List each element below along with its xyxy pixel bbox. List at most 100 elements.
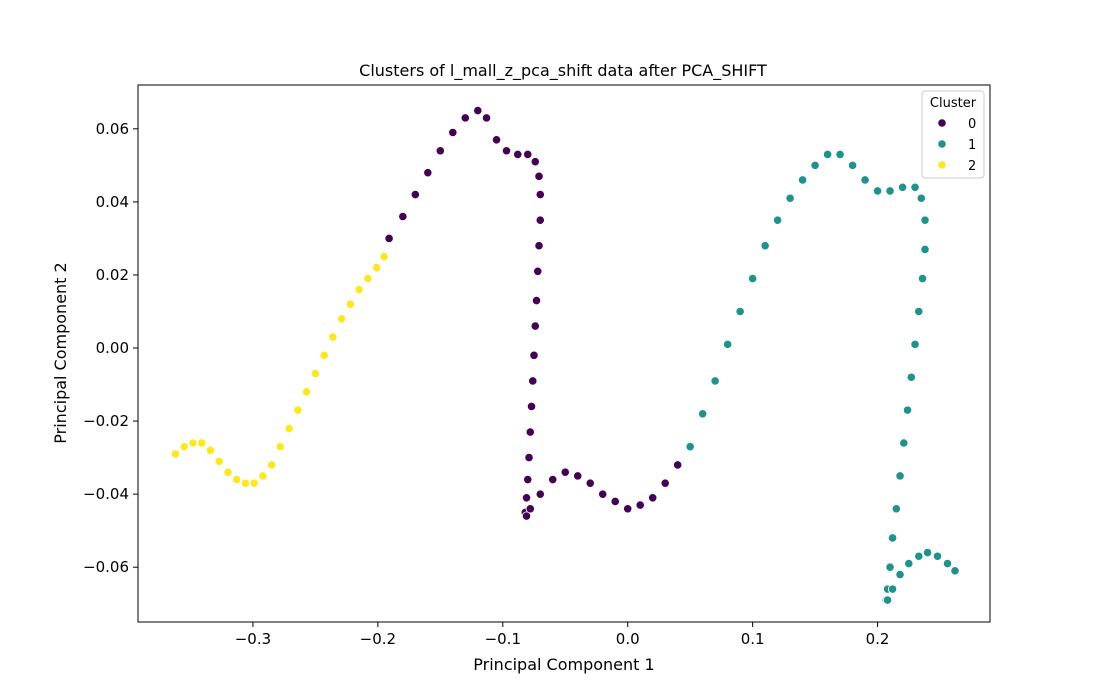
cluster-0-point [423,168,433,178]
cluster-2-point [197,438,207,448]
x-tick-label: 0.1 [741,630,765,648]
cluster-1-point [887,533,898,543]
cluster-0-point [531,295,542,306]
cluster-0-point [530,157,540,167]
cluster-1-point [887,584,898,594]
cluster-0-point [548,474,558,485]
cluster-2-point [249,478,259,488]
cluster-1-point [920,215,930,225]
cluster-0-point [534,171,544,181]
legend-label: 2 [968,159,976,174]
cluster-1-point [723,339,733,349]
y-tick-label: −0.04 [83,485,129,503]
cluster-1-point [914,306,924,317]
y-tick-label: 0.04 [96,193,129,211]
cluster-1-point [897,182,908,192]
cluster-2-point [170,449,181,459]
cluster-0-point [523,474,533,485]
cluster-1-point [822,149,833,160]
cluster-1-point [902,405,913,415]
cluster-0-point [530,321,540,331]
cluster-2-point [275,442,286,452]
legend-box [921,90,985,179]
cluster-1-point [785,193,795,203]
cluster-1-point [910,182,920,192]
cluster-1-point [710,376,720,386]
cluster-2-point [232,474,242,485]
y-axis-label: Principal Component 2 [51,262,70,443]
cluster-1-point [885,562,895,572]
cluster-1-point [885,186,895,196]
cluster-0-point [560,467,570,477]
cluster-1-point [914,551,924,561]
cluster-2-point [310,368,320,379]
cluster-2-point [337,314,347,324]
plot-frame [137,84,991,623]
cluster-0-point [523,149,533,160]
legend-label: 1 [968,138,976,153]
cluster-0-point [535,189,545,200]
cluster-0-point [513,149,523,160]
cluster-1-point [760,241,770,251]
x-axis: −0.3 −0.2 −0.1 0.0 0.1 0.2 [235,622,889,648]
cluster-1-point [904,558,914,569]
cluster-0-point [635,500,645,510]
cluster-1-point [698,409,708,419]
x-tick-label: 0.0 [616,630,640,648]
cluster-1-point [950,566,960,576]
y-tick-label: −0.02 [83,412,129,430]
cluster-1-point [847,160,858,170]
y-tick-label: 0.06 [96,120,129,138]
cluster-1-point [735,306,745,317]
cluster-0-point [410,189,420,200]
x-tick-label: −0.1 [485,630,521,648]
y-tick-label: −0.06 [83,558,129,576]
cluster-2-point [284,423,294,433]
cluster-1-point [685,442,695,452]
cluster-2-point [179,442,189,452]
cluster-2-point [363,274,373,284]
y-axis: −0.06 −0.04 −0.02 0.00 0.02 0.04 0.06 [83,120,138,576]
cluster-2-point [240,478,251,488]
cluster-1-point [942,558,953,569]
y-tick-label: 0.00 [96,339,129,357]
cluster-1-point [748,274,758,284]
cluster-0-point [533,266,543,276]
cluster-2-point [223,467,233,477]
legend-title: Cluster [930,96,977,111]
legend: Cluster 0 1 2 [921,90,985,179]
legend-marker [937,160,947,170]
cluster-1-point [920,244,930,254]
cluster-0-point [526,401,537,412]
cluster-1-point [932,551,943,561]
cluster-0-point [501,146,512,156]
cluster-1-point [835,149,845,160]
cluster-0-point [673,460,683,470]
cluster-0-point [481,113,492,123]
legend-entries: 0 1 2 [937,117,976,174]
cluster-2-point [214,456,224,466]
cluster-2-point [293,405,303,415]
cluster-1-point [906,372,916,382]
cluster-1-point [773,215,783,225]
x-tick-label: −0.3 [235,630,271,648]
x-axis-label: Principal Component 1 [473,655,654,674]
cluster-1-point [895,471,905,481]
cluster-0-point [585,478,595,488]
cluster-1-point [810,160,820,170]
cluster-0-point [528,376,538,386]
cluster-0-point [598,489,608,499]
cluster-1-point [872,186,883,196]
cluster-2-point [328,332,338,342]
cluster-0-point [491,135,502,145]
cluster-1-point [860,175,870,185]
cluster-0-point [648,493,658,503]
cluster-2-point [372,263,382,273]
points-layer [170,105,960,605]
cluster-0-point [521,493,532,503]
cluster-0-point [473,105,483,116]
cluster-0-point [524,453,534,463]
cluster-1-point [891,504,901,514]
cluster-0-point [525,427,535,437]
